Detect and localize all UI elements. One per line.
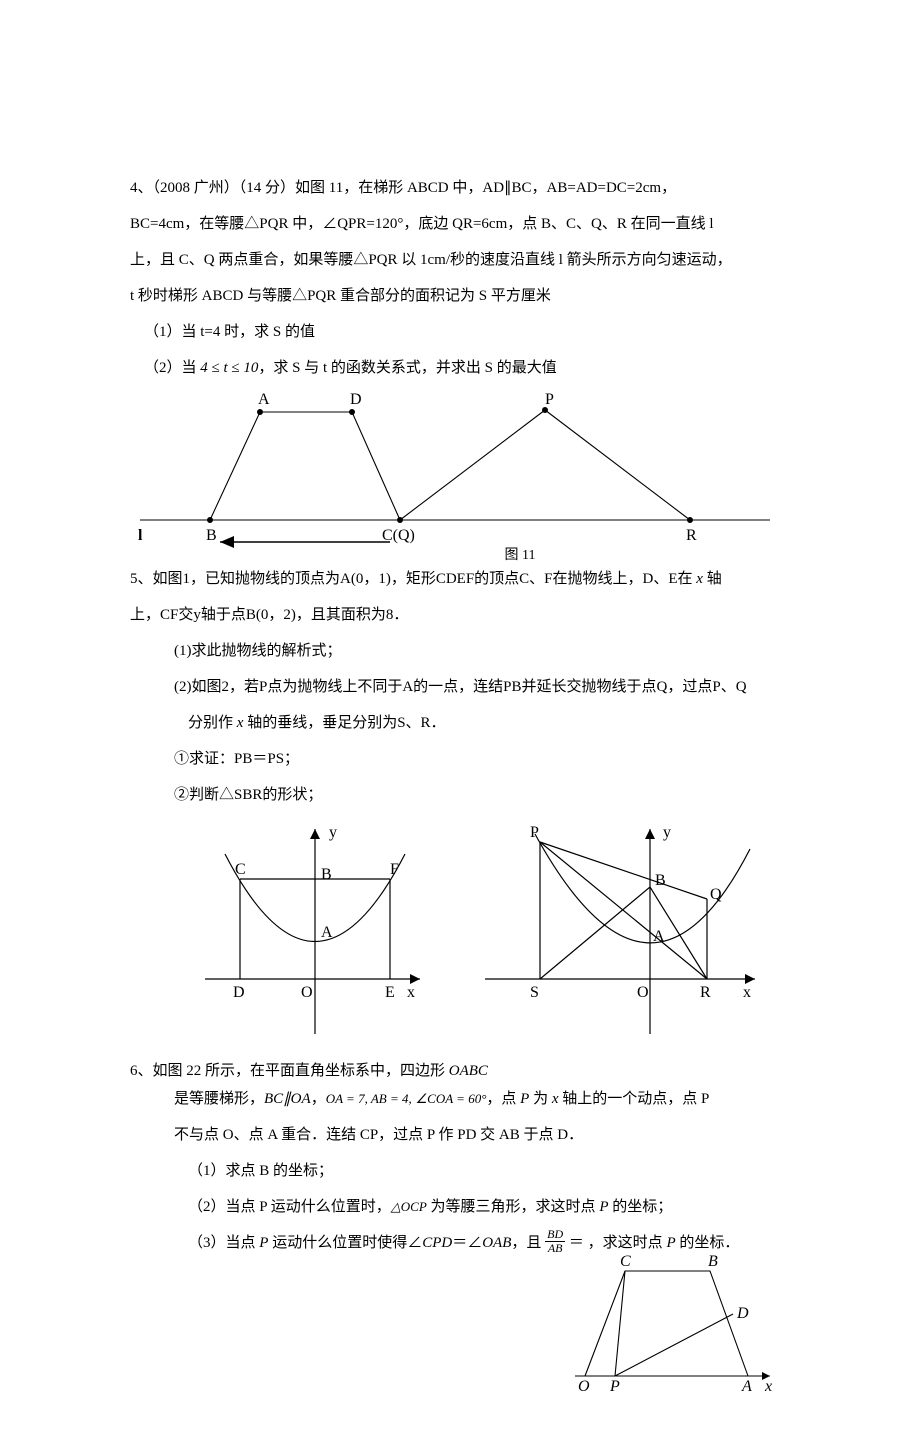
q5-sub2b: 分别作 x 轴的垂线，垂足分别为S、R． — [130, 705, 790, 741]
q6-frac: BDAB — [545, 1228, 565, 1255]
label-R: R — [686, 527, 697, 544]
q6-m3: ∠COA = 60° — [416, 1091, 487, 1106]
q4-sub1: （1）当 t=4 时，求 S 的值 — [130, 314, 790, 350]
q6-O: O — [578, 1378, 590, 1391]
q4-line2: BC=4cm，在等腰△PQR 中，∠QPR=120°，底边 QR=6cm，点 B… — [130, 206, 790, 242]
q6-B: B — [708, 1253, 718, 1270]
f2-O: O — [637, 984, 649, 1001]
f1-C: C — [235, 861, 246, 878]
q4-sub2a: （2）当 — [144, 360, 200, 376]
q5-sub2b-b: 轴的垂线，垂足分别为S、R． — [243, 715, 445, 731]
q6-sub3-b: 运动什么位置时使得∠ — [268, 1235, 422, 1251]
q6-m1: BC∥OA — [264, 1091, 311, 1107]
q4-line1: 4、（2008 广州）（14 分）如图 11，在梯形 ABCD 中，AD∥BC，… — [130, 170, 790, 206]
q4-line3: 上，且 C、Q 两点重合，如果等腰△PQR 以 1cm/秒的速度沿直线 l 箭头… — [130, 242, 790, 278]
q6-line2-e: 轴上的一个动点，点 P — [559, 1091, 710, 1107]
f1-D: D — [233, 984, 245, 1001]
q6-line2-b: ， — [311, 1091, 326, 1107]
q6-C: C — [620, 1253, 631, 1270]
q6-sub3-f: 的坐标． — [676, 1235, 740, 1251]
q6-sub3-m4: ，求这时点 — [588, 1235, 667, 1251]
f2-P: P — [530, 824, 539, 841]
q6-frac-den: AB — [545, 1242, 565, 1255]
f2-A: A — [653, 928, 665, 945]
q4-line4: t 秒时梯形 ABCD 与等腰△PQR 重合部分的面积记为 S 平方厘米 — [130, 278, 790, 314]
q5-sub1: (1)求此抛物线的解析式； — [130, 633, 790, 669]
q6-line2-d: 为 — [529, 1091, 552, 1107]
q6-line1-a: 6、如图 22 所示，在平面直角坐标系中，四边形 — [130, 1063, 449, 1079]
q6-sub3-d: ，且 — [511, 1235, 545, 1251]
q5-sub2-1: ①求证：PB＝PS； — [130, 741, 790, 777]
q6-sub3-m5: P — [666, 1235, 675, 1251]
q6-Dlab: D — [736, 1305, 749, 1322]
q5-sub2-2: ②判断△SBR的形状； — [130, 777, 790, 813]
q5-sub2: (2)如图2，若P点为抛物线上不同于A的一点，连结PB并延长交抛物线于点Q，过点… — [130, 669, 790, 705]
q4-fig-label: 图 11 — [190, 549, 850, 563]
label-D: D — [350, 391, 362, 408]
label-CQ: C(Q) — [382, 527, 415, 544]
q5-line1: 5、如图1，已知抛物线的顶点为A(0，1)，矩形CDEF的顶点C、F在抛物线上，… — [130, 561, 790, 597]
q6-sub3-m2: CPD — [422, 1235, 452, 1251]
q5-sub2b-a: 分别作 — [188, 715, 237, 731]
q6-sub3-m3: OAB — [482, 1235, 511, 1251]
f1-B: B — [321, 866, 332, 883]
q6-m4: P — [520, 1091, 529, 1107]
label-A: A — [258, 391, 270, 408]
q6-m2: OA = 7, AB = 4, — [326, 1091, 412, 1106]
q4-sub2: （2）当 4 ≤ t ≤ 10，求 S 与 t 的函数关系式，并求出 S 的最大… — [130, 350, 790, 386]
q6-line2-c: ，点 — [486, 1091, 520, 1107]
f2-S: S — [530, 984, 539, 1001]
q6-sub3-c: ＝∠ — [452, 1235, 482, 1251]
q6-line3: 不与点 O、点 A 重合．连结 CP，过点 P 作 PD 交 AB 于点 D． — [130, 1117, 790, 1153]
f2-R: R — [700, 984, 711, 1001]
f1-y: y — [329, 824, 337, 841]
q4-sub2b: ，求 S 与 t 的函数关系式，并求出 S 的最大值 — [258, 360, 556, 376]
q5-diagrams: C F B A D E O x y — [130, 819, 790, 1053]
q6-line2: 是等腰梯形，BC∥OA，OA = 7, AB = 4, ∠COA = 60°，点… — [130, 1081, 790, 1117]
f1-O: O — [301, 984, 313, 1001]
q6-diagram: O P A x C B D — [130, 1251, 790, 1395]
q4-sub2-math: 4 ≤ t ≤ 10 — [200, 360, 258, 376]
q6-sub2: （2）当点 P 运动什么位置时，△OCP 为等腰三角形，求这时点 P 的坐标； — [130, 1189, 790, 1225]
q6-x: x — [764, 1378, 772, 1391]
f2-x: x — [743, 984, 751, 1001]
f2-Q: Q — [710, 886, 722, 903]
q6-P: P — [609, 1378, 620, 1391]
label-l: l — [138, 527, 143, 544]
f1-x: x — [407, 984, 415, 1001]
f1-F: F — [390, 861, 399, 878]
q6-frac-num: BD — [545, 1228, 565, 1242]
label-B: B — [206, 527, 217, 544]
q6-sub2-b: 为等腰三角形，求这时点 — [427, 1199, 600, 1215]
q5-line1a: 5、如图1，已知抛物线的顶点为A(0，1)，矩形CDEF的顶点C、F在抛物线上，… — [130, 571, 696, 587]
q6-sub1: （1）求点 B 的坐标； — [130, 1153, 790, 1189]
f2-B: B — [655, 872, 666, 889]
f1-A: A — [321, 924, 333, 941]
f1-E: E — [385, 984, 395, 1001]
label-P: P — [545, 391, 554, 408]
q5-line1b: 轴 — [703, 571, 722, 587]
q4-diagram: A D P B C(Q) R l 图 11 — [130, 390, 790, 583]
q5-line1-math: x — [696, 571, 703, 587]
q6-line1-math: OABC — [449, 1063, 488, 1079]
q6-sub3-e: ＝ — [565, 1235, 588, 1251]
q6-line2-a: 是等腰梯形， — [174, 1091, 264, 1107]
q6-m5: x — [552, 1091, 559, 1107]
q6-sub3-a: （3）当点 — [188, 1235, 259, 1251]
q6-A: A — [741, 1378, 752, 1391]
q6-sub2-c: 的坐标； — [608, 1199, 672, 1215]
q6-sub2-m: △OCP — [391, 1199, 427, 1214]
q6-sub2-a: （2）当点 P 运动什么位置时， — [188, 1199, 391, 1215]
q5-line2: 上，CF交y轴于点B(0，2)，且其面积为8． — [130, 597, 790, 633]
f2-y: y — [663, 824, 671, 841]
